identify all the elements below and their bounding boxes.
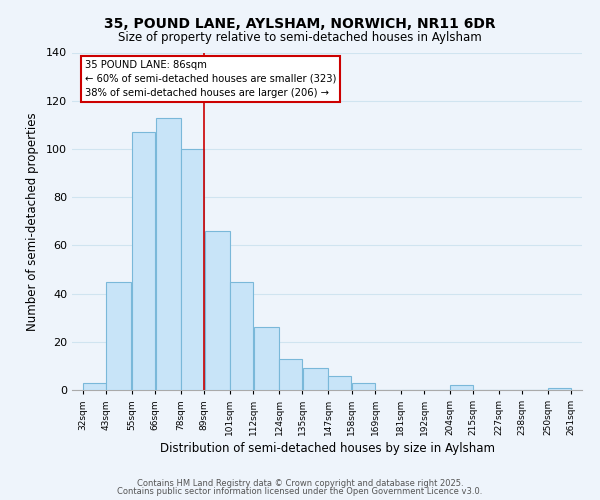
Bar	[352, 383, 374, 390]
Bar	[181, 149, 204, 390]
Y-axis label: Number of semi-detached properties: Number of semi-detached properties	[26, 112, 39, 330]
Bar	[230, 282, 253, 390]
Bar	[106, 282, 131, 390]
Bar	[450, 385, 473, 390]
Text: Contains HM Land Registry data © Crown copyright and database right 2025.: Contains HM Land Registry data © Crown c…	[137, 478, 463, 488]
Bar	[548, 388, 571, 390]
Bar	[280, 358, 302, 390]
Bar	[83, 383, 106, 390]
Bar	[132, 132, 155, 390]
Text: Contains public sector information licensed under the Open Government Licence v3: Contains public sector information licen…	[118, 487, 482, 496]
Bar	[328, 376, 351, 390]
Text: 35, POUND LANE, AYLSHAM, NORWICH, NR11 6DR: 35, POUND LANE, AYLSHAM, NORWICH, NR11 6…	[104, 18, 496, 32]
Bar	[254, 328, 278, 390]
Bar	[155, 118, 181, 390]
Text: 35 POUND LANE: 86sqm
← 60% of semi-detached houses are smaller (323)
38% of semi: 35 POUND LANE: 86sqm ← 60% of semi-detac…	[85, 60, 336, 98]
Bar	[205, 231, 230, 390]
Bar	[303, 368, 328, 390]
X-axis label: Distribution of semi-detached houses by size in Aylsham: Distribution of semi-detached houses by …	[160, 442, 494, 456]
Text: Size of property relative to semi-detached houses in Aylsham: Size of property relative to semi-detach…	[118, 31, 482, 44]
